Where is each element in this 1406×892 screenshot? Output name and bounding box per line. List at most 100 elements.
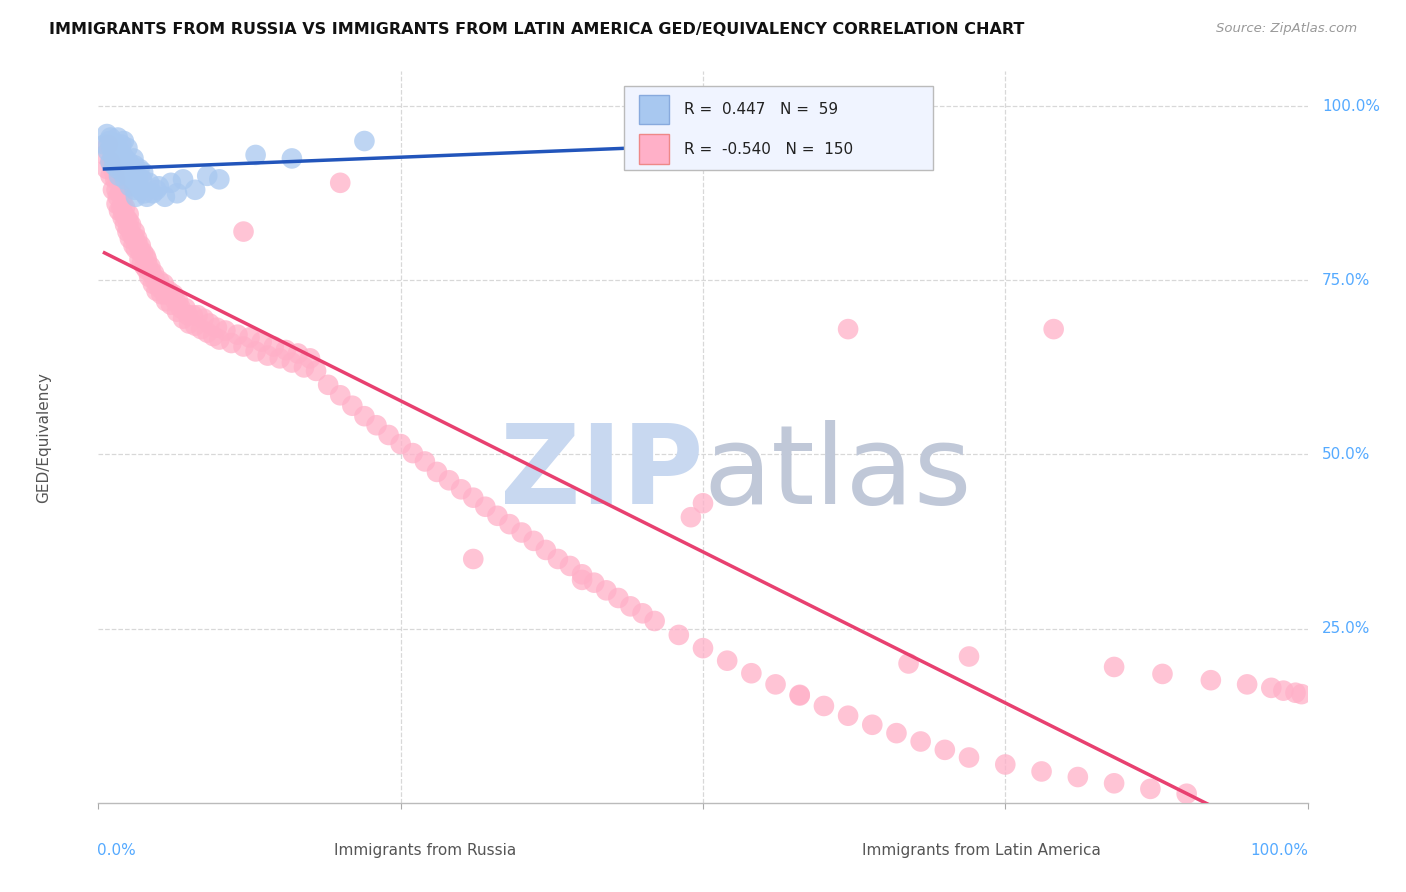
Point [214, 324, 236, 338]
Point [166, 304, 188, 318]
Point [118, 207, 141, 221]
Point [631, 607, 654, 621]
Point [837, 322, 859, 336]
Point [463, 552, 485, 566]
Point [112, 207, 135, 221]
Point [837, 117, 859, 131]
Point [437, 473, 460, 487]
Point [143, 266, 166, 280]
Point [104, 145, 127, 159]
Point [122, 152, 145, 166]
Text: ZIP: ZIP [499, 420, 703, 527]
Point [118, 155, 141, 169]
Point [100, 169, 122, 183]
Point [111, 165, 134, 179]
Point [108, 186, 131, 201]
Point [111, 196, 134, 211]
Point [583, 575, 606, 590]
Point [153, 190, 176, 204]
Point [1031, 764, 1053, 779]
Point [153, 287, 176, 301]
Point [1272, 683, 1295, 698]
Point [107, 161, 129, 176]
Point [148, 179, 170, 194]
Point [1139, 781, 1161, 796]
Point [1291, 687, 1313, 701]
Point [886, 726, 908, 740]
Point [245, 148, 267, 162]
Point [366, 418, 388, 433]
Point [607, 591, 630, 605]
Point [124, 158, 146, 172]
Point [138, 269, 160, 284]
Point [134, 186, 156, 201]
Point [595, 583, 617, 598]
Point [571, 567, 593, 582]
Point [111, 158, 134, 172]
Point [190, 322, 212, 336]
Point [292, 360, 315, 375]
Point [105, 183, 128, 197]
Point [124, 183, 146, 197]
Point [198, 317, 221, 331]
Point [184, 183, 207, 197]
Point [177, 308, 200, 322]
Text: Source: ZipAtlas.com: Source: ZipAtlas.com [1216, 22, 1357, 36]
Point [142, 277, 165, 291]
Text: 100.0%: 100.0% [1251, 843, 1309, 858]
Point [353, 134, 375, 148]
Point [160, 176, 183, 190]
Point [232, 225, 254, 239]
Point [135, 263, 157, 277]
Point [474, 500, 496, 514]
Point [118, 221, 141, 235]
Point [117, 225, 139, 239]
FancyBboxPatch shape [624, 86, 932, 170]
Point [135, 190, 157, 204]
Point [108, 155, 131, 169]
Text: R =  -0.540   N =  150: R = -0.540 N = 150 [683, 142, 853, 157]
Point [142, 186, 165, 201]
Point [145, 284, 167, 298]
Point [115, 161, 138, 176]
Point [143, 273, 166, 287]
Bar [638, 95, 669, 124]
Point [668, 628, 690, 642]
Point [287, 346, 309, 360]
Point [716, 654, 738, 668]
Point [205, 320, 228, 334]
Point [510, 525, 533, 540]
Point [329, 176, 352, 190]
Point [150, 287, 173, 301]
Point [837, 708, 859, 723]
Point [117, 141, 139, 155]
Text: 25.0%: 25.0% [1322, 621, 1371, 636]
Point [740, 666, 762, 681]
Point [131, 172, 153, 186]
Point [377, 428, 399, 442]
Point [202, 329, 225, 343]
Point [195, 326, 218, 340]
Point [305, 364, 328, 378]
Point [100, 155, 122, 169]
Point [108, 169, 131, 183]
Point [187, 308, 209, 322]
Point [263, 339, 285, 353]
Text: 50.0%: 50.0% [1322, 447, 1371, 462]
Point [118, 179, 141, 194]
Point [120, 161, 142, 176]
Point [118, 169, 141, 183]
Point [148, 273, 170, 287]
Point [619, 599, 641, 614]
Point [101, 148, 124, 162]
Point [155, 294, 177, 309]
Point [558, 558, 581, 573]
Point [97, 137, 120, 152]
Point [1152, 667, 1174, 681]
Point [169, 301, 191, 316]
Point [97, 145, 120, 159]
Point [193, 311, 215, 326]
Point [232, 339, 254, 353]
Point [342, 399, 364, 413]
Point [208, 172, 231, 186]
